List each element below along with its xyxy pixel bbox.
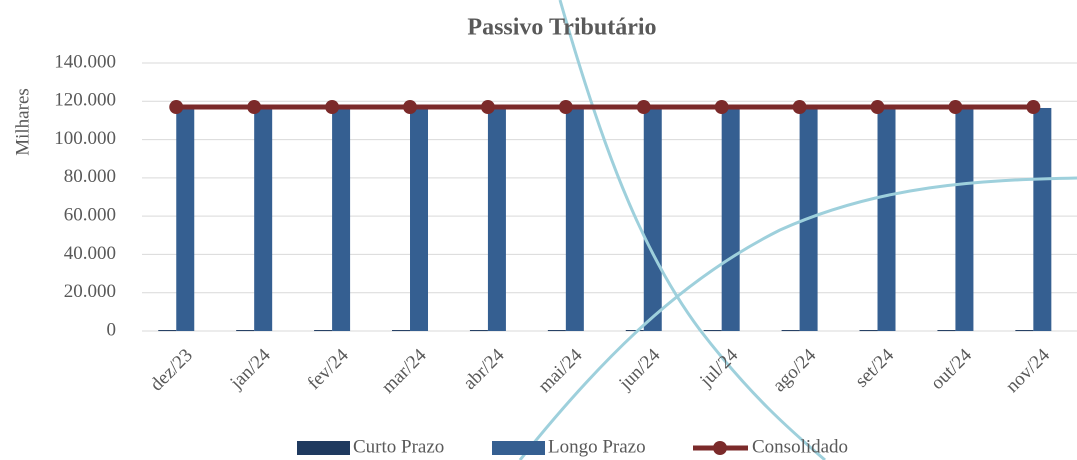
y-tick-label: 100.000	[54, 128, 116, 149]
x-tick-label: out/24	[927, 344, 977, 394]
x-tick-label: nov/24	[1002, 344, 1055, 397]
bar	[254, 107, 273, 331]
bar	[877, 107, 896, 331]
line-marker	[247, 100, 262, 115]
line-marker	[558, 100, 573, 115]
line-marker	[948, 100, 963, 115]
bar	[859, 330, 878, 332]
line-marker	[870, 100, 885, 115]
bar	[781, 330, 800, 332]
bar	[158, 330, 177, 332]
bar	[176, 107, 195, 331]
legend-swatch	[297, 441, 350, 455]
y-tick-label: 80.000	[64, 166, 116, 187]
legend-label: Curto Prazo	[353, 436, 444, 457]
bar	[1015, 330, 1034, 332]
legend-swatch	[713, 441, 727, 455]
bar	[547, 330, 566, 332]
line-marker	[1026, 100, 1041, 115]
bar	[955, 107, 974, 331]
y-tick-label: 40.000	[64, 243, 116, 264]
legend-label: Consolidado	[752, 436, 848, 457]
line-marker	[636, 100, 651, 115]
y-tick-label: 0	[107, 319, 117, 340]
bar	[625, 330, 644, 332]
x-tick-label: jun/24	[614, 344, 664, 394]
bar	[1033, 107, 1052, 331]
x-tick-label: jan/24	[226, 344, 275, 393]
bar	[565, 107, 584, 331]
bar	[332, 107, 351, 331]
bar	[487, 107, 506, 331]
bar	[643, 107, 662, 331]
x-tick-label: set/24	[851, 344, 898, 391]
bar	[469, 330, 488, 332]
line-marker	[714, 100, 729, 115]
y-tick-label: 60.000	[64, 205, 116, 226]
bar	[721, 107, 740, 331]
x-tick-label: ago/24	[769, 344, 821, 396]
bar	[937, 330, 956, 332]
bar	[703, 330, 722, 332]
decorative-curve	[518, 176, 1077, 460]
bar	[236, 330, 255, 332]
x-tick-label: dez/23	[146, 345, 197, 396]
y-tick-label: 140.000	[54, 51, 116, 72]
bar	[314, 330, 333, 332]
line-marker	[325, 100, 340, 115]
y-tick-label: 120.000	[54, 90, 116, 111]
x-tick-label: abr/24	[459, 344, 509, 394]
x-tick-label: mar/24	[378, 344, 431, 397]
line-marker	[169, 100, 184, 115]
legend-label: Longo Prazo	[548, 436, 646, 457]
x-tick-label: fev/24	[304, 344, 354, 394]
legend-swatch	[492, 441, 545, 455]
bar	[392, 330, 411, 332]
y-tick-label: 20.000	[64, 281, 116, 302]
line-marker	[480, 100, 495, 115]
y-axis-label: Milhares	[12, 88, 33, 156]
line-marker	[403, 100, 418, 115]
bar	[410, 107, 429, 331]
chart-title: Passivo Tributário	[467, 15, 656, 41]
x-tick-label: jul/24	[695, 344, 742, 391]
line-marker	[792, 100, 807, 115]
